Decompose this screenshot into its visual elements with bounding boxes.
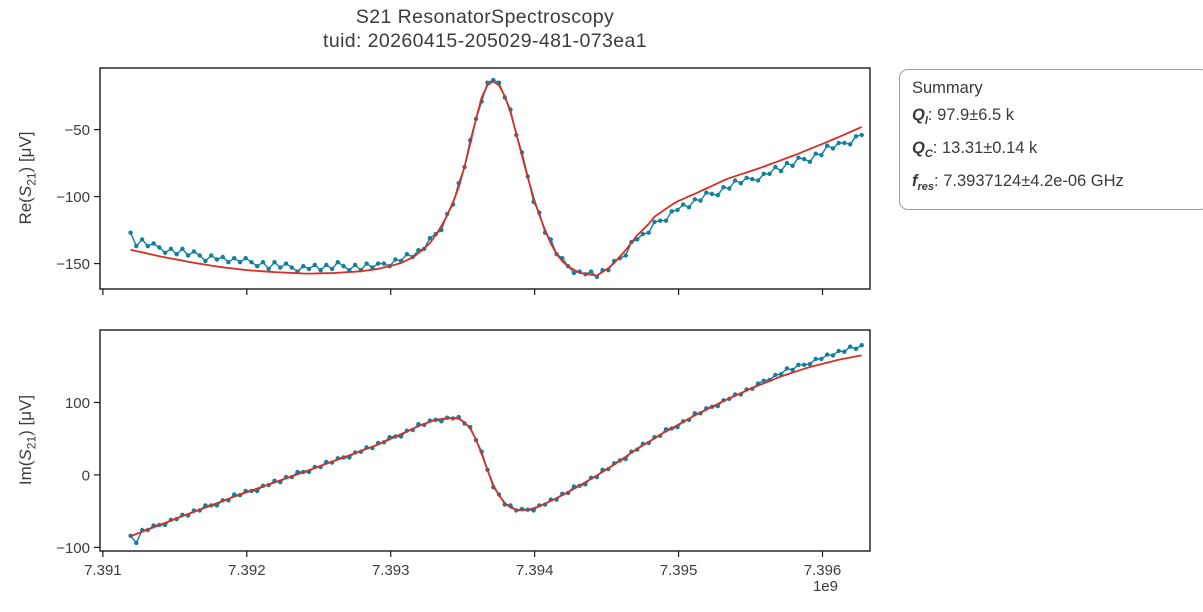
xtick-label: 7.394 xyxy=(516,562,554,579)
x-axis-offset-label: 1e9 xyxy=(812,578,838,595)
re-ytick-label: −50 xyxy=(65,122,90,139)
qc-symbol: Q xyxy=(912,139,925,157)
im-ytick-label: −100 xyxy=(56,540,90,557)
ql-subscript: l xyxy=(924,115,928,127)
ql-value: : 97.9±6.5 k xyxy=(927,106,1015,124)
im-data-series xyxy=(128,343,864,546)
qc-subscript: C xyxy=(924,148,933,160)
summary-item-ql: Ql: 97.9±6.5 k xyxy=(912,102,1196,135)
re-fit-line xyxy=(130,80,863,277)
im-subplot: 100 0 −100 7.391 7.392 7.393 7.394 7.395 7.396 xyxy=(56,329,871,579)
xtick-label: 7.391 xyxy=(84,562,122,579)
im-ytick-label: 100 xyxy=(65,395,90,412)
summary-item-qc: QC: 13.31±0.14 k xyxy=(912,135,1196,168)
chart-title-line1: S21 ResonatorSpectroscopy xyxy=(355,6,615,28)
summary-box: Summary Ql: 97.9±6.5 k QC: 13.31±0.14 k … xyxy=(899,69,1203,210)
summary-item-fres: fres: 7.3937124±4.2e-06 GHz xyxy=(912,168,1196,201)
xtick-label: 7.393 xyxy=(372,562,410,579)
fres-subscript: res xyxy=(917,181,935,193)
re-axes-frame xyxy=(99,67,871,290)
qc-value: : 13.31±0.14 k xyxy=(932,139,1038,157)
chart-title: S21 ResonatorSpectroscopy tuid: 20260415… xyxy=(100,5,870,53)
re-ytick-label: −100 xyxy=(56,189,90,206)
re-data-series xyxy=(128,77,864,280)
fres-symbol: f xyxy=(912,172,918,190)
im-axes-frame xyxy=(99,329,871,552)
summary-heading: Summary xyxy=(912,79,983,97)
xtick-label: 7.392 xyxy=(228,562,266,579)
im-fit-line xyxy=(130,354,862,538)
fres-value: : 7.3937124±4.2e-06 GHz xyxy=(934,172,1124,190)
ql-symbol: Q xyxy=(912,106,925,124)
re-ytick-label: −150 xyxy=(56,256,90,273)
xtick-label: 7.396 xyxy=(804,562,842,579)
chart-title-line2: tuid: 20260415-205029-481-073ea1 xyxy=(323,30,647,52)
xtick-label: 7.395 xyxy=(660,562,698,579)
re-subplot: −50 −100 −150 xyxy=(56,67,871,295)
im-ytick-label: 0 xyxy=(82,467,90,484)
